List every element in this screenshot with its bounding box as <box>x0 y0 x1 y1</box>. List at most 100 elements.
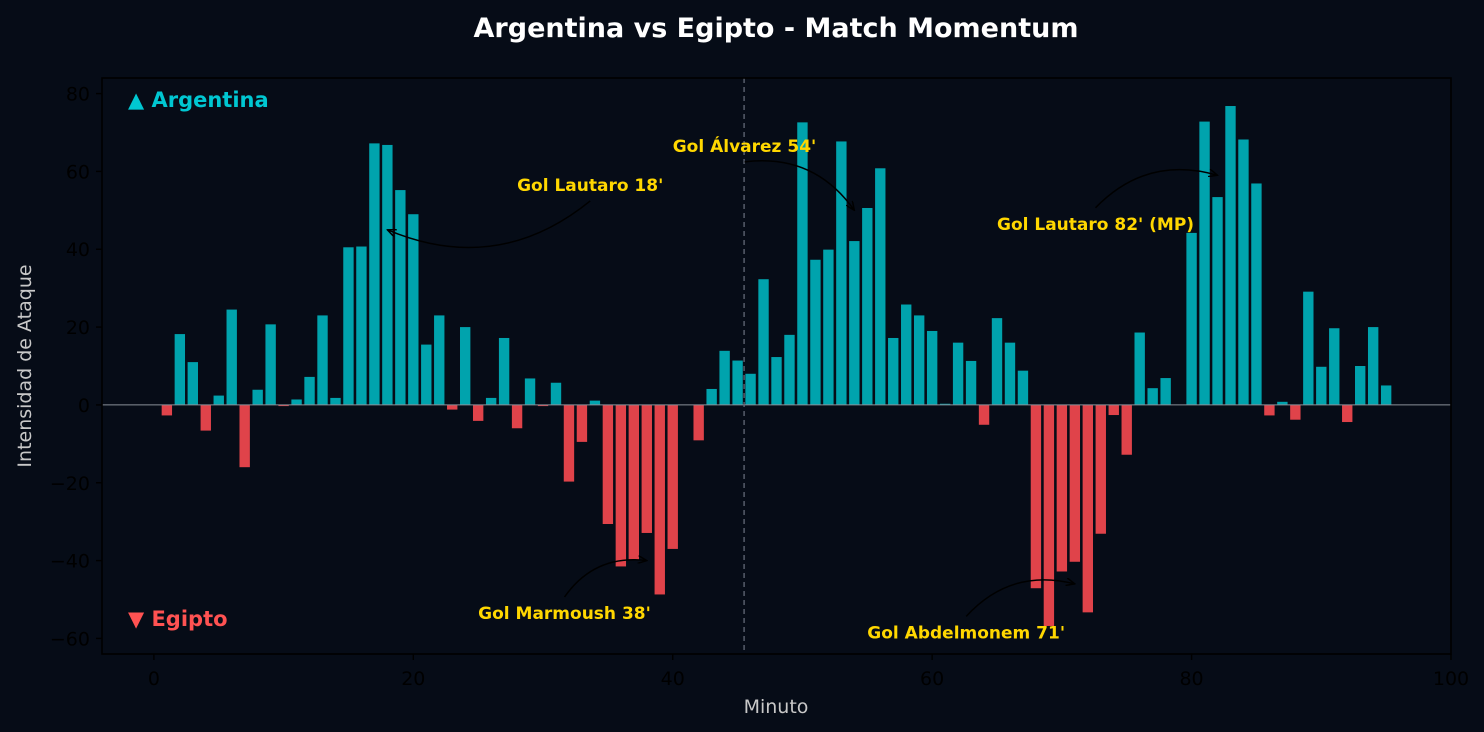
bar-minute-88 <box>1290 404 1301 420</box>
bar-minute-14 <box>330 397 341 405</box>
y-axis-label: Intensidad de Ataque <box>14 264 36 467</box>
bar-minute-91 <box>1329 328 1340 405</box>
bar-minute-29 <box>524 378 536 405</box>
bar-minute-49 <box>784 334 795 405</box>
bar-minute-20 <box>408 214 419 405</box>
x-axis-label: Minuto <box>744 696 809 718</box>
x-tick-label: 80 <box>1179 668 1203 690</box>
bar-minute-32 <box>563 404 575 482</box>
bar-minute-67 <box>1017 370 1029 405</box>
bar-minute-46 <box>745 373 756 405</box>
x-axis-ticks: 0 20 40 60 80 100 <box>148 654 1469 690</box>
bar-minute-78 <box>1160 378 1171 405</box>
y-tick-label: 60 <box>66 161 90 183</box>
bar-minute-23 <box>447 404 458 410</box>
bar-minute-13 <box>317 315 328 405</box>
annotation-label: Gol Abdelmonem 71' <box>867 623 1065 643</box>
bar-minute-45 <box>732 360 743 405</box>
bar-minute-56 <box>875 168 886 405</box>
y-tick-label: 80 <box>66 84 90 106</box>
bar-minute-11 <box>291 399 302 405</box>
bar-minute-65 <box>991 318 1003 405</box>
annotation-label: Gol Lautaro 82' (MP) <box>997 215 1194 235</box>
bar-minute-48 <box>771 357 782 405</box>
bar-minute-76 <box>1134 332 1145 405</box>
legend-argentina: ▲ Argentina <box>128 88 269 112</box>
bar-minute-24 <box>460 327 471 405</box>
bar-minute-25 <box>472 404 484 421</box>
y-tick-label: 40 <box>66 239 90 261</box>
y-tick-label: −40 <box>50 551 90 573</box>
bar-minute-43 <box>706 388 717 405</box>
y-tick-label: 20 <box>66 317 90 339</box>
bar-minute-22 <box>434 315 445 405</box>
bar-minute-27 <box>498 337 510 405</box>
bar-minute-50 <box>797 122 808 405</box>
bar-minute-1 <box>161 404 173 416</box>
bar-minute-17 <box>369 143 380 405</box>
bar-minute-39 <box>654 404 665 595</box>
bar-minute-35 <box>602 404 614 525</box>
bar-minute-40 <box>667 404 678 549</box>
bar-minute-84 <box>1238 139 1249 405</box>
legend-egipto: ▼ Egipto <box>128 607 228 631</box>
bar-minute-89 <box>1303 291 1314 405</box>
bar-minute-2 <box>174 334 186 405</box>
bar-minute-6 <box>226 309 237 405</box>
bar-minute-54 <box>849 241 860 405</box>
bar-minute-75 <box>1121 404 1132 455</box>
goal-annotations: Gol Lautaro 18' Gol Marmoush 38' Gol Álvar… <box>387 135 1217 643</box>
bar-minute-71 <box>1069 404 1081 562</box>
bar-minute-62 <box>952 342 964 405</box>
bar-minute-85 <box>1251 183 1262 405</box>
bar-minute-42 <box>693 404 704 441</box>
x-tick-label: 100 <box>1433 668 1469 690</box>
annotation-arrow <box>744 160 855 211</box>
bar-minute-21 <box>421 344 432 405</box>
plot-frame <box>101 77 1452 655</box>
bar-minute-68 <box>1030 404 1042 589</box>
bar-minute-66 <box>1004 342 1016 405</box>
bar-minute-87 <box>1277 401 1288 405</box>
bar-minute-61 <box>939 403 951 405</box>
annotation-label: Gol Lautaro 18' <box>517 176 663 196</box>
bar-minute-86 <box>1264 404 1275 416</box>
bar-minute-93 <box>1355 366 1366 405</box>
bar-minute-33 <box>576 404 588 442</box>
annotation-arrow <box>1094 168 1218 209</box>
bar-minute-4 <box>200 404 211 431</box>
bar-minute-69 <box>1043 404 1055 626</box>
bar-minute-70 <box>1056 404 1068 572</box>
bar-minute-26 <box>485 397 497 405</box>
x-tick-label: 40 <box>661 668 685 690</box>
bar-minute-37 <box>628 404 640 561</box>
bar-minute-52 <box>823 249 834 405</box>
annotation-arrow <box>965 580 1075 617</box>
bar-minute-73 <box>1095 404 1106 534</box>
bar-minute-72 <box>1082 404 1093 613</box>
bar-minute-16 <box>356 246 367 405</box>
chart-title: Argentina vs Egipto - Match Momentum <box>474 13 1079 44</box>
bar-minute-53 <box>836 141 847 405</box>
bar-minute-60 <box>926 330 938 405</box>
annotation-arrow <box>563 560 647 598</box>
bar-minute-7 <box>239 404 250 468</box>
bar-minute-92 <box>1342 404 1353 423</box>
y-axis-ticks: −60 −40 −20 0 20 40 60 80 <box>50 84 102 650</box>
bar-minute-74 <box>1108 404 1119 416</box>
bars <box>161 106 1392 626</box>
bar-minute-31 <box>550 382 562 405</box>
bar-minute-10 <box>278 404 289 407</box>
bar-minute-19 <box>395 190 406 405</box>
y-tick-label: −60 <box>50 628 90 650</box>
bar-minute-30 <box>537 404 549 407</box>
bar-minute-59 <box>913 315 925 405</box>
bar-minute-28 <box>511 404 523 429</box>
bar-minute-51 <box>810 259 821 405</box>
bar-minute-58 <box>901 304 912 405</box>
bar-minute-34 <box>589 400 601 405</box>
bar-minute-18 <box>382 144 393 405</box>
bar-minute-94 <box>1367 327 1379 405</box>
